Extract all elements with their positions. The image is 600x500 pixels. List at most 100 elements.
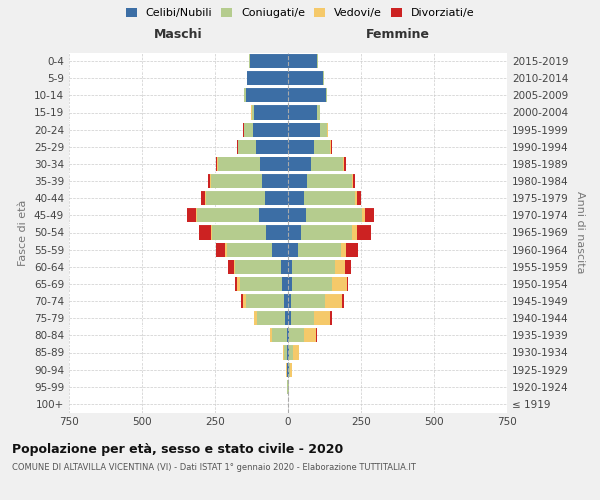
Bar	[288, 122, 320, 136]
Bar	[289, 328, 304, 342]
Bar	[352, 226, 356, 239]
Bar	[218, 157, 260, 171]
Bar	[314, 140, 331, 154]
Bar	[311, 157, 343, 171]
Bar	[211, 226, 212, 239]
Bar	[292, 277, 332, 291]
Bar	[265, 191, 288, 205]
Bar	[241, 294, 243, 308]
Bar	[288, 54, 317, 68]
Bar	[206, 191, 265, 205]
Bar	[317, 106, 320, 120]
Bar	[287, 346, 288, 360]
Bar	[288, 226, 301, 239]
Bar	[201, 191, 205, 205]
Bar	[257, 311, 285, 325]
Bar	[341, 242, 346, 256]
Bar	[227, 242, 272, 256]
Bar	[272, 328, 287, 342]
Bar	[293, 346, 299, 360]
Bar	[288, 71, 323, 85]
Bar	[325, 294, 342, 308]
Bar	[253, 122, 288, 136]
Bar	[298, 242, 341, 256]
Bar	[288, 140, 314, 154]
Bar	[245, 88, 288, 102]
Bar	[287, 328, 288, 342]
Bar	[289, 346, 293, 360]
Bar	[288, 311, 291, 325]
Bar	[254, 106, 288, 120]
Bar	[289, 362, 290, 376]
Bar	[291, 294, 325, 308]
Bar	[245, 294, 284, 308]
Bar	[326, 88, 328, 102]
Bar	[197, 208, 259, 222]
Bar	[282, 277, 288, 291]
Bar	[288, 260, 292, 274]
Bar	[290, 362, 292, 376]
Bar	[288, 328, 289, 342]
Bar	[346, 242, 358, 256]
Bar	[228, 260, 234, 274]
Text: Popolazione per età, sesso e stato civile - 2020: Popolazione per età, sesso e stato civil…	[12, 442, 343, 456]
Bar	[234, 260, 235, 274]
Bar	[196, 208, 197, 222]
Y-axis label: Anni di nascita: Anni di nascita	[575, 191, 585, 274]
Bar	[288, 208, 305, 222]
Bar	[320, 122, 328, 136]
Bar	[244, 88, 245, 102]
Bar	[288, 294, 291, 308]
Bar	[288, 106, 317, 120]
Bar	[331, 311, 332, 325]
Bar	[205, 191, 206, 205]
Bar	[269, 328, 272, 342]
Bar	[254, 311, 257, 325]
Bar	[316, 328, 317, 342]
Bar	[331, 140, 332, 154]
Bar	[352, 174, 353, 188]
Bar	[225, 242, 227, 256]
Bar	[235, 260, 281, 274]
Bar	[238, 140, 256, 154]
Bar	[237, 140, 238, 154]
Bar	[272, 242, 288, 256]
Bar	[355, 191, 356, 205]
Bar	[356, 191, 361, 205]
Bar	[251, 106, 254, 120]
Bar	[250, 54, 288, 68]
Bar	[365, 208, 374, 222]
Bar	[356, 226, 371, 239]
Bar	[208, 174, 210, 188]
Legend: Celibi/Nubili, Coniugati/e, Vedovi/e, Divorziati/e: Celibi/Nubili, Coniugati/e, Vedovi/e, Di…	[121, 3, 479, 22]
Bar	[345, 260, 351, 274]
Bar	[259, 208, 288, 222]
Bar	[288, 242, 298, 256]
Bar	[284, 294, 288, 308]
Bar	[284, 346, 287, 360]
Bar	[288, 191, 304, 205]
Y-axis label: Fasce di età: Fasce di età	[19, 200, 28, 266]
Bar	[243, 294, 245, 308]
Bar	[240, 277, 282, 291]
Bar	[256, 140, 288, 154]
Bar	[216, 157, 217, 171]
Bar	[304, 328, 316, 342]
Bar	[283, 346, 284, 360]
Bar	[285, 311, 288, 325]
Text: Maschi: Maschi	[154, 28, 203, 40]
Bar	[212, 226, 266, 239]
Bar	[288, 157, 311, 171]
Bar	[187, 208, 196, 222]
Bar	[244, 122, 253, 136]
Bar	[291, 311, 314, 325]
Bar	[353, 174, 355, 188]
Bar	[332, 277, 347, 291]
Bar	[344, 157, 346, 171]
Bar	[362, 208, 365, 222]
Bar	[314, 311, 331, 325]
Bar	[266, 226, 288, 239]
Bar	[247, 71, 288, 85]
Bar	[211, 174, 262, 188]
Bar	[288, 88, 326, 102]
